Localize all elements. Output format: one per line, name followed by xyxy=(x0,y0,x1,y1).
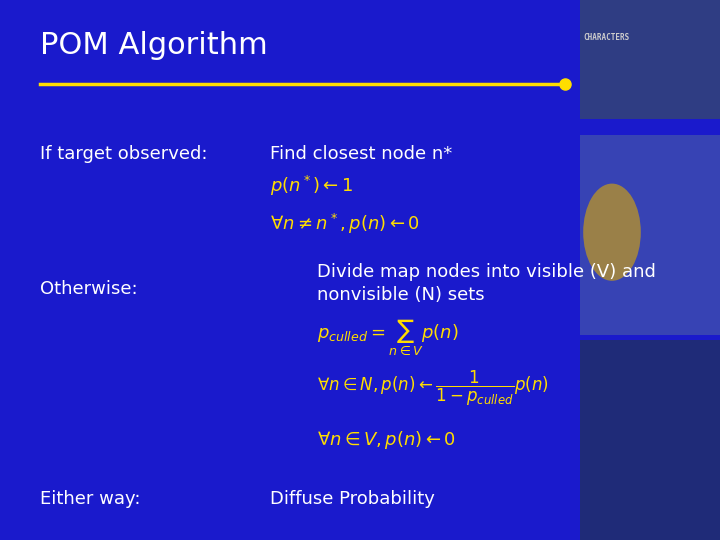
Text: Otherwise:: Otherwise: xyxy=(40,280,138,298)
Text: If target observed:: If target observed: xyxy=(40,145,207,163)
Text: Find closest node n*: Find closest node n* xyxy=(270,145,452,163)
Bar xyxy=(580,340,720,540)
Bar xyxy=(580,0,720,119)
Text: $p(n^*) \leftarrow 1$: $p(n^*) \leftarrow 1$ xyxy=(270,174,354,198)
Text: $\forall n \in V, p(n) \leftarrow 0$: $\forall n \in V, p(n) \leftarrow 0$ xyxy=(317,429,456,451)
Text: $\forall n \neq n^*, p(n) \leftarrow 0$: $\forall n \neq n^*, p(n) \leftarrow 0$ xyxy=(270,212,420,236)
Text: Divide map nodes into visible (V) and
nonvisible (N) sets: Divide map nodes into visible (V) and no… xyxy=(317,262,656,305)
Text: Diffuse Probability: Diffuse Probability xyxy=(270,490,435,509)
Text: $\forall n \in N, p(n) \leftarrow \dfrac{1}{1 - p_{culled}} p(n)$: $\forall n \in N, p(n) \leftarrow \dfrac… xyxy=(317,369,549,408)
Text: $p_{culled} = \sum_{n \in V} p(n)$: $p_{culled} = \sum_{n \in V} p(n)$ xyxy=(317,318,459,357)
Text: CHARACTERS: CHARACTERS xyxy=(583,33,629,42)
Ellipse shape xyxy=(583,184,641,281)
Text: Either way:: Either way: xyxy=(40,490,140,509)
Text: POM Algorithm: POM Algorithm xyxy=(40,31,267,60)
Bar xyxy=(580,135,720,335)
